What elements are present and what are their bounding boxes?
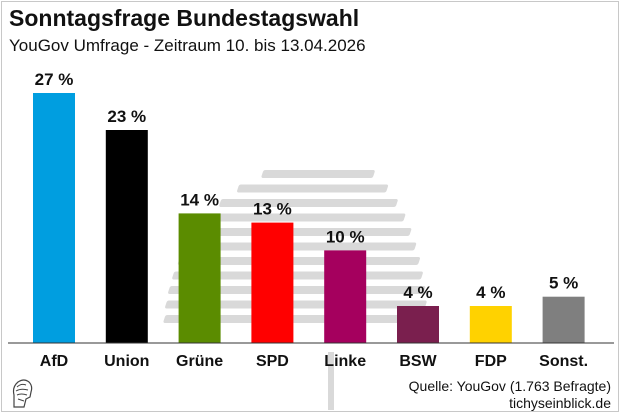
value-label-sonst: 5 %: [549, 274, 578, 293]
category-label-spd: SPD: [256, 353, 289, 370]
bar-sonst: [542, 296, 585, 343]
source-note: Quelle: YouGov (1.763 Befragte): [408, 378, 611, 394]
category-label-fdp: FDP: [475, 353, 507, 370]
value-label-spd: 13 %: [253, 200, 292, 219]
value-label-gr-ne: 14 %: [180, 190, 219, 209]
bar-gr-ne: [178, 213, 221, 343]
category-label-linke: Linke: [324, 353, 366, 370]
watermark-stripe: [194, 228, 412, 236]
watermark-stripe: [185, 242, 417, 251]
bar-linke: [324, 250, 367, 343]
bars-group: [33, 93, 585, 343]
tichys-einblick-logo-icon: [12, 379, 33, 408]
category-label-afd: AfD: [40, 353, 68, 370]
value-label-fdp: 4 %: [476, 283, 505, 302]
watermark-stripe: [219, 199, 398, 207]
value-labels-group: 27 % 23 % 14 % 13 % 10 % 4 % 4 % 5 %: [35, 70, 579, 302]
watermark-stripe: [237, 184, 389, 193]
category-label-gr-ne: Grüne: [176, 353, 223, 370]
value-label-union: 23 %: [107, 107, 146, 126]
value-label-afd: 27 %: [35, 70, 74, 89]
bar-fdp: [469, 306, 512, 343]
category-labels-group: AfD Union Grüne SPD Linke BSW FDP Sonst.: [40, 353, 588, 370]
chart-title: Sonntagsfrage Bundestagswahl: [9, 5, 360, 31]
category-label-sonst: Sonst.: [539, 353, 588, 370]
watermark-pole: [328, 352, 334, 410]
bar-afd: [33, 93, 75, 343]
chart-subtitle: YouGov Umfrage - Zeitraum 10. bis 13.04.…: [9, 36, 366, 55]
watermark-stripe: [261, 170, 375, 178]
bar-union: [105, 130, 148, 343]
site-credit: tichyseinblick.de: [509, 395, 611, 411]
value-label-bsw: 4 %: [403, 283, 432, 302]
bar-spd: [251, 222, 294, 343]
category-label-bsw: BSW: [399, 353, 437, 370]
watermark-stripe: [205, 213, 406, 222]
bar-bsw: [397, 306, 439, 343]
value-label-linke: 10 %: [326, 227, 365, 246]
category-label-union: Union: [104, 353, 149, 370]
